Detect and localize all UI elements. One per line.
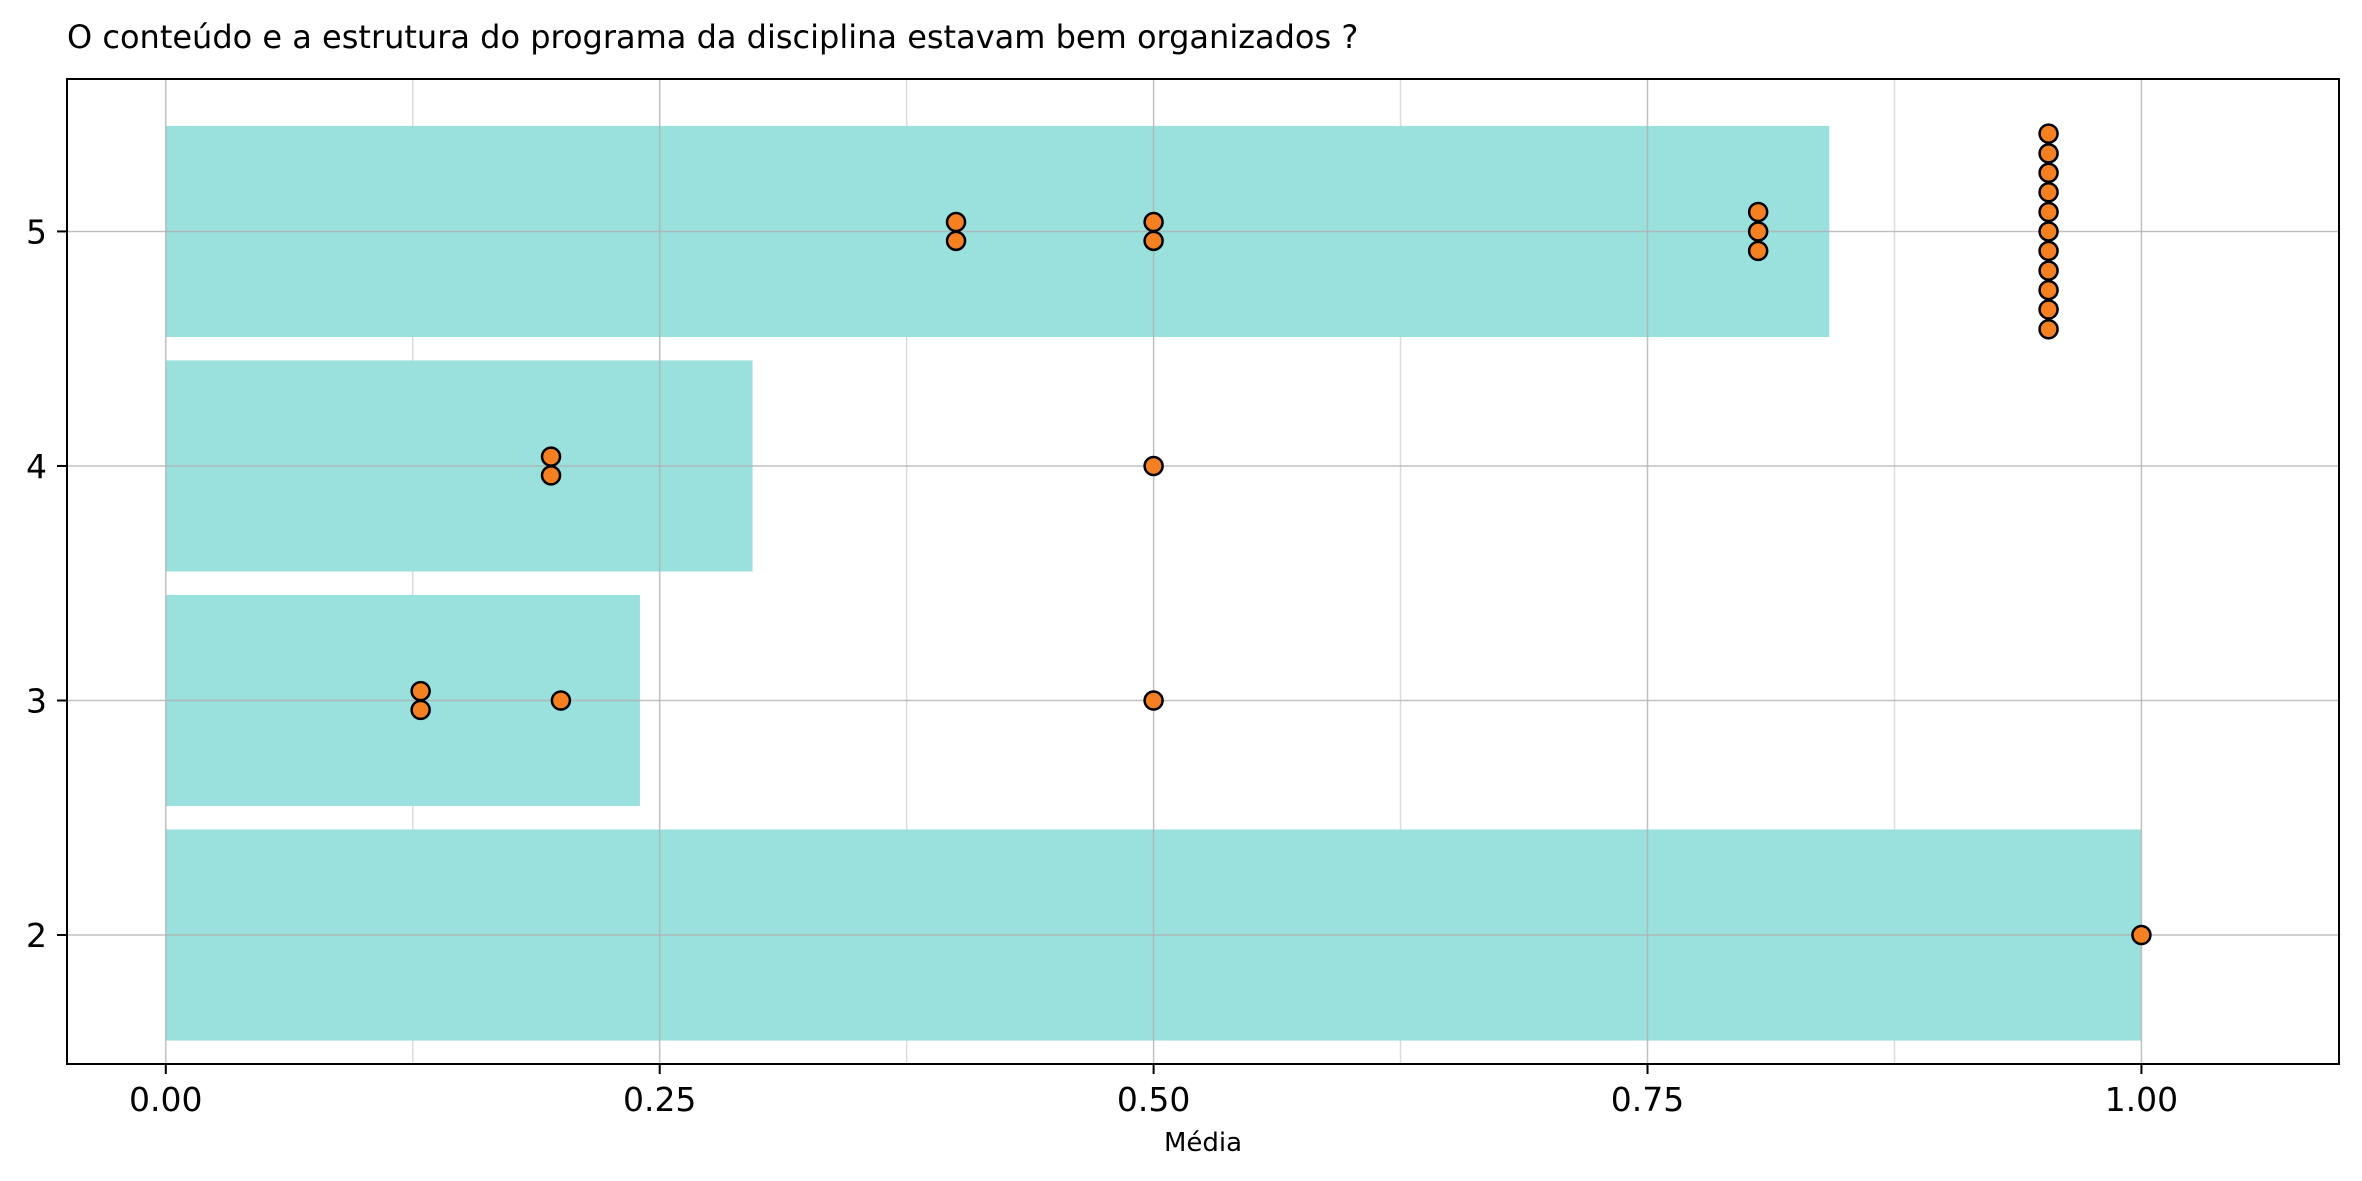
data-point — [1143, 455, 1164, 477]
data-point — [550, 690, 572, 711]
y-tick-label: 2 — [26, 916, 47, 955]
data-point — [2038, 240, 2059, 262]
data-point — [2038, 260, 2059, 281]
data-point — [1143, 230, 1164, 252]
x-tick-label: 0.75 — [1611, 1080, 1684, 1119]
data-point — [1143, 211, 1164, 233]
data-point — [2038, 279, 2059, 301]
x-tick-label: 0.50 — [1117, 1080, 1190, 1119]
data-point — [1747, 201, 1769, 223]
y-axis-ticks: 2 3 4 5 — [26, 212, 67, 955]
data-point — [2038, 318, 2059, 340]
data-point — [2038, 182, 2059, 203]
data-point — [410, 699, 431, 721]
y-tick-label: 4 — [26, 447, 47, 486]
x-tick-label: 1.00 — [2105, 1080, 2178, 1119]
data-point — [1143, 690, 1164, 711]
major-grid — [67, 79, 2339, 1064]
data-point — [2038, 299, 2059, 320]
y-tick-label: 3 — [26, 681, 47, 720]
x-tick-label: 0.25 — [623, 1080, 696, 1119]
data-point — [2038, 123, 2059, 144]
plot-frame — [66, 78, 2340, 1065]
data-point — [945, 230, 967, 252]
data-point — [2131, 924, 2152, 946]
points — [410, 123, 2152, 946]
data-point — [945, 211, 967, 233]
data-point — [2038, 201, 2059, 223]
data-point — [1747, 221, 1769, 242]
x-tick-label: 0.00 — [129, 1080, 202, 1119]
data-point — [540, 446, 562, 467]
chart-title: O conteúdo e a estrutura do programa da … — [67, 18, 1358, 56]
x-axis-label: Média — [1164, 1128, 1242, 1158]
y-tick-label: 5 — [26, 212, 47, 251]
data-point — [1747, 240, 1769, 262]
data-point — [540, 465, 562, 486]
x-axis-ticks: 0.00 0.25 0.50 0.75 1.00 — [129, 1064, 2178, 1119]
data-point — [410, 680, 431, 702]
data-point — [2038, 162, 2059, 184]
data-point — [2038, 221, 2059, 242]
data-point — [2038, 143, 2059, 164]
